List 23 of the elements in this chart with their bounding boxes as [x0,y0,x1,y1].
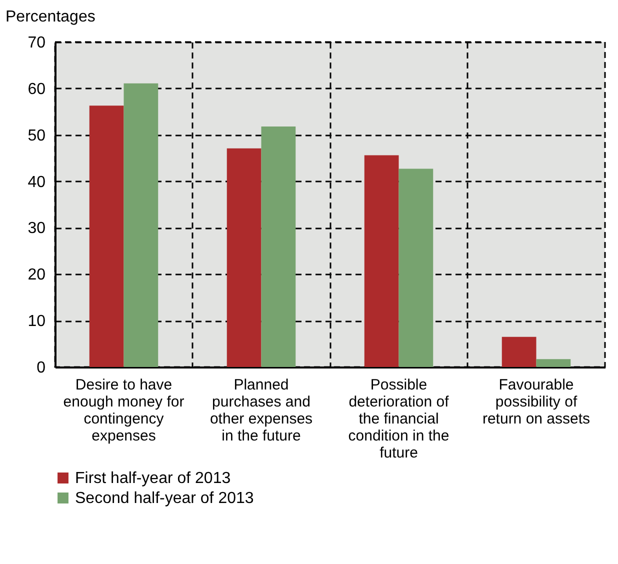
y-tick-label: 50 [28,127,46,144]
y-tick-label: 0 [36,360,46,376]
bar [124,83,158,367]
bar [398,168,434,367]
y-axis-title: Percentages [6,8,96,26]
y-tick-label: 70 [28,34,46,52]
x-tick-label: Desire to have enough money for contingency expenses [63,376,184,444]
bar [364,155,399,367]
x-tick-label: Planned purchases and other expenses in the future [210,376,313,444]
bar [502,336,536,367]
y-tick-label: 40 [28,174,46,191]
bar [536,359,571,367]
y-tick-label: 20 [28,266,46,284]
y-tick-label: 60 [28,80,46,98]
x-tick-label: Favourable possibility of return on assets [482,376,590,428]
bar [226,148,262,367]
y-tick-label: 30 [28,220,46,238]
legend-label: First half-year of 2013 [75,470,231,487]
legend-label: Second half-year of 2013 [75,490,254,507]
x-tick-label: Possible deterioration of the financial condition in the future [348,376,450,462]
bar [261,126,296,367]
bar [89,106,124,367]
y-tick-label: 10 [28,313,46,330]
